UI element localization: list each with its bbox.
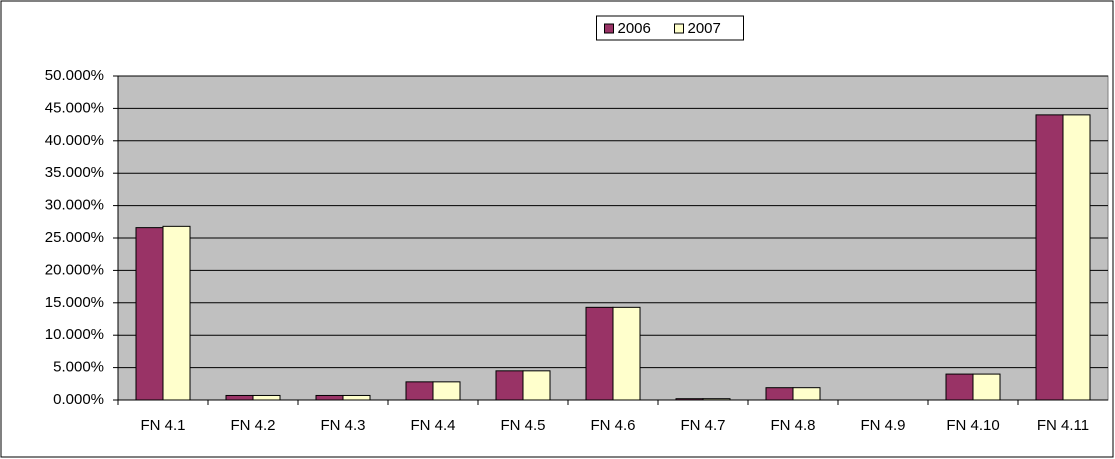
- legend-swatch: [604, 23, 614, 34]
- bar: [522, 370, 551, 401]
- x-tick-label: FN 4.5: [500, 417, 545, 434]
- y-tick-label: 30.000%: [45, 197, 104, 214]
- y-tick-label: 5.000%: [53, 359, 104, 376]
- bar: [342, 394, 371, 401]
- y-tick-label: 15.000%: [45, 294, 104, 311]
- bar: [162, 225, 191, 401]
- x-tick-label: FN 4.2: [230, 417, 275, 434]
- y-tick-label: 0.000%: [53, 391, 104, 408]
- bar: [1062, 114, 1091, 401]
- bar: [972, 373, 1001, 401]
- bar: [135, 227, 164, 401]
- y-tick-label: 10.000%: [45, 326, 104, 343]
- x-tick-label: FN 4.8: [770, 417, 815, 434]
- bar: [225, 394, 254, 401]
- bar: [252, 394, 281, 401]
- y-tick-label: 20.000%: [45, 261, 104, 278]
- bar: [315, 394, 344, 401]
- y-tick-label: 25.000%: [45, 229, 104, 246]
- x-tick-label: FN 4.6: [590, 417, 635, 434]
- x-tick-label: FN 4.3: [320, 417, 365, 434]
- legend-label: 2006: [618, 20, 651, 37]
- bar: [1035, 114, 1064, 401]
- x-tick-label: FN 4.1: [140, 417, 185, 434]
- bar: [432, 381, 461, 401]
- bar: [792, 387, 821, 401]
- legend-label: 2007: [688, 20, 721, 37]
- bar: [945, 373, 974, 401]
- legend-swatch: [674, 23, 684, 34]
- y-tick-label: 40.000%: [45, 132, 104, 149]
- bar: [765, 387, 794, 401]
- bar: [585, 306, 614, 401]
- legend-box: [596, 15, 744, 41]
- bar: [612, 306, 641, 401]
- x-tick-label: FN 4.11: [1037, 417, 1089, 434]
- y-tick-label: 50.000%: [45, 67, 104, 84]
- x-tick-label: FN 4.10: [946, 417, 999, 434]
- x-tick-label: FN 4.9: [860, 417, 905, 434]
- y-tick-label: 45.000%: [45, 99, 104, 116]
- bar: [405, 381, 434, 401]
- bar: [495, 370, 524, 401]
- y-tick-label: 35.000%: [45, 164, 104, 181]
- x-tick-label: FN 4.4: [410, 417, 455, 434]
- x-tick-label: FN 4.7: [680, 417, 725, 434]
